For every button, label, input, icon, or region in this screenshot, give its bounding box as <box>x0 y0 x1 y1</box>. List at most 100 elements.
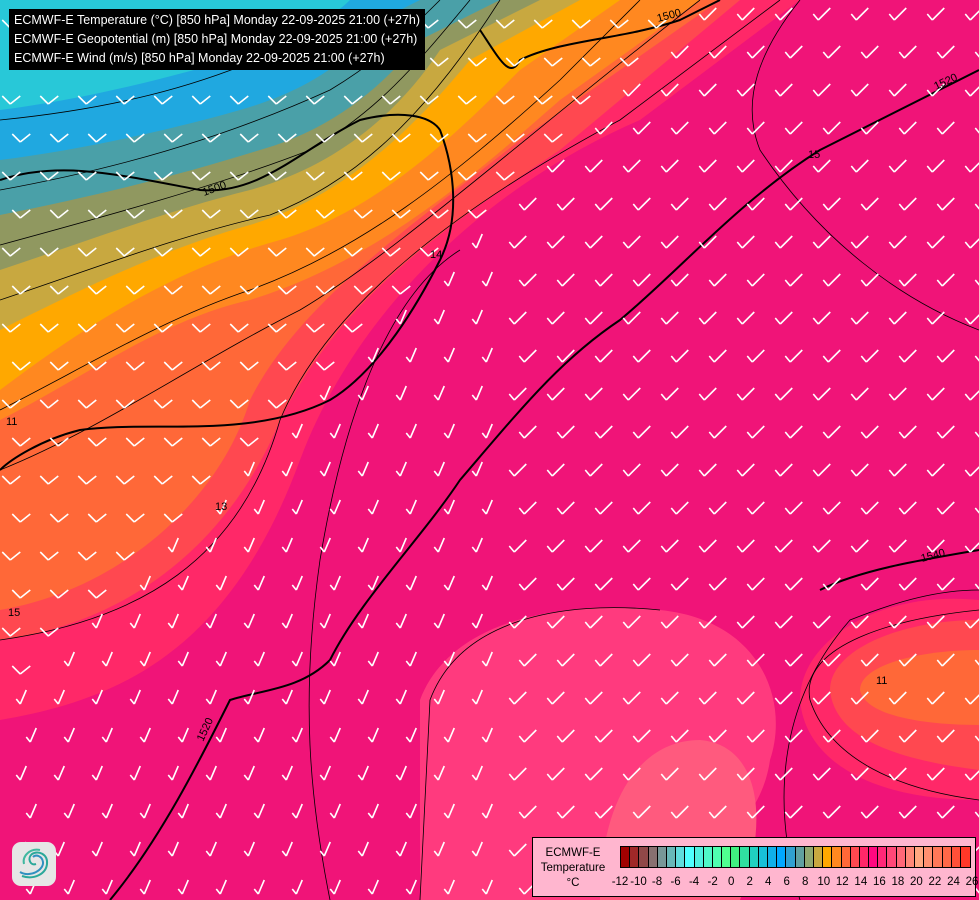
wind-barb <box>39 399 59 409</box>
wind-barb <box>357 689 369 705</box>
wind-barb <box>239 361 259 371</box>
wind-barb <box>774 387 793 401</box>
wind-barb <box>670 121 689 135</box>
wind-barb <box>319 461 331 477</box>
wind-barb <box>305 247 325 257</box>
wind-barb <box>457 19 477 29</box>
wind-barb <box>39 627 59 637</box>
wind-barb <box>660 615 679 629</box>
wind-barb <box>191 475 211 485</box>
wind-barb <box>291 423 303 439</box>
wind-barb <box>784 577 803 591</box>
wind-barb <box>622 159 641 173</box>
wind-barb <box>367 727 379 743</box>
wind-barb <box>660 83 679 97</box>
wind-barb <box>670 653 689 667</box>
wind-barb <box>812 159 831 173</box>
wind-barb <box>215 727 227 743</box>
wind-barb <box>974 355 979 362</box>
wind-barb <box>508 691 527 705</box>
wind-barb <box>395 309 407 325</box>
wind-barb <box>129 613 141 629</box>
wind-barb <box>471 689 483 705</box>
wind-barb <box>850 767 869 781</box>
wind-barb <box>139 803 151 819</box>
wind-barb <box>215 803 227 819</box>
wind-barb <box>115 399 135 409</box>
wind-barb <box>850 83 869 97</box>
wind-barb <box>508 615 527 629</box>
wind-barb <box>481 879 493 895</box>
wind-barb <box>774 311 793 325</box>
wind-barb <box>77 475 97 485</box>
wind-barb <box>87 361 107 371</box>
wind-barb <box>253 651 265 667</box>
wind-barb <box>518 653 537 667</box>
wind-barb <box>774 235 793 249</box>
wind-barb <box>632 577 651 591</box>
wind-barb <box>594 805 613 819</box>
wind-barb <box>367 499 379 515</box>
wind-barb <box>343 323 363 333</box>
wind-barb <box>708 349 727 363</box>
wind-barb <box>784 653 803 667</box>
wind-barb <box>405 803 417 819</box>
wind-barb <box>774 691 793 705</box>
wind-barb <box>556 653 575 667</box>
wind-barb <box>471 461 483 477</box>
wind-barb <box>660 463 679 477</box>
wind-barb <box>632 121 651 135</box>
wind-barb <box>850 691 869 705</box>
wind-barb <box>974 279 979 286</box>
wind-barb <box>1 171 21 181</box>
wind-barb <box>556 805 575 819</box>
wind-barb <box>357 461 369 477</box>
wind-barb <box>619 57 639 67</box>
wind-barb <box>315 209 335 219</box>
wind-barb <box>319 765 331 781</box>
wind-barb <box>77 247 97 257</box>
wind-barb <box>736 615 755 629</box>
wind-barb <box>898 805 917 819</box>
wind-barb <box>239 133 259 143</box>
color-scale-tick: 2 <box>746 876 753 888</box>
wind-barb <box>329 423 341 439</box>
wind-barb <box>556 425 575 439</box>
color-swatch <box>942 847 952 867</box>
wind-barb <box>508 843 527 857</box>
wind-barb <box>101 651 113 667</box>
wind-barb <box>926 83 945 97</box>
wind-barb <box>936 197 955 211</box>
wind-barb <box>153 475 173 485</box>
contour-labels: 1500 1500 1520 1520 1540 11 14 15 13 11 … <box>6 7 959 743</box>
wind-barb <box>974 127 979 134</box>
wind-barb <box>87 437 107 447</box>
color-scale-tick: -6 <box>670 876 681 888</box>
wind-barb <box>405 499 417 515</box>
wind-barb <box>898 729 917 743</box>
wind-barb <box>860 729 879 743</box>
wind-barb <box>129 689 141 705</box>
wind-barb <box>319 385 331 401</box>
wind-barb <box>774 767 793 781</box>
wind-barb <box>746 273 765 287</box>
wind-barb <box>395 385 407 401</box>
wind-barb <box>822 501 841 515</box>
color-swatch <box>915 847 925 867</box>
wind-barb <box>936 425 955 439</box>
wind-barb <box>508 767 527 781</box>
wind-barb <box>471 537 483 553</box>
wind-barb <box>39 551 59 561</box>
wind-barb <box>443 727 455 743</box>
color-scale-tick: 8 <box>802 876 809 888</box>
wind-barb <box>898 45 917 59</box>
wind-barb <box>11 513 31 523</box>
color-swatch <box>924 847 934 867</box>
wind-barb <box>243 765 255 781</box>
color-swatch <box>676 847 686 867</box>
wind-barb <box>888 691 907 705</box>
wind-barb <box>115 323 135 333</box>
wind-barb <box>15 765 27 781</box>
wind-barb <box>860 805 879 819</box>
